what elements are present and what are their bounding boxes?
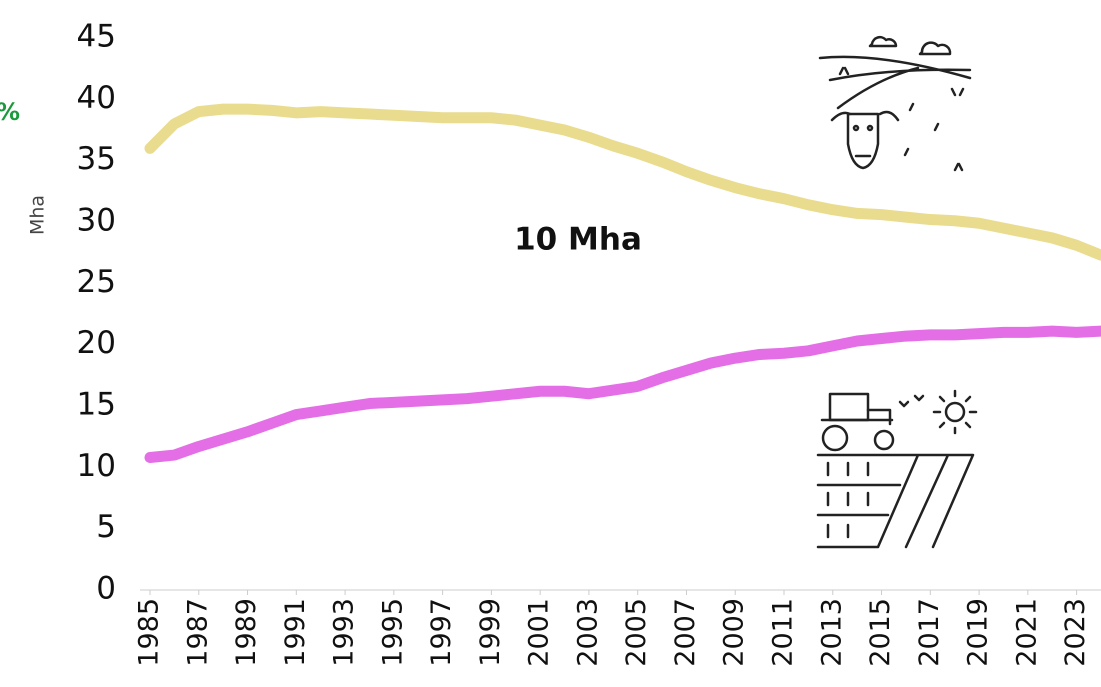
y-tick-label: 30 [77,203,116,239]
pasture-icon [818,35,972,172]
x-tick-label: 2007 [670,598,701,667]
x-tick-label: 2005 [621,598,652,667]
cropland-icon [816,389,978,549]
x-tick-label: 2017 [914,598,945,667]
y-tick-label: 10 [77,448,116,484]
x-tick-label: 2021 [1011,598,1042,667]
x-tick-label: 2013 [816,598,847,667]
annotation: 10 Mha [514,222,642,258]
x-tick-label: 1991 [280,598,311,667]
plot: 0 5 10 15 20 25 30 35 40 45 1985 1987 1989 1991 1993 19… [77,19,1101,667]
y-tick-label: 35 [77,141,116,177]
x-tick-label: 1985 [134,598,165,667]
x-tick-label: 1995 [377,598,408,667]
x-tick-label: 2011 [768,598,799,667]
x-tick-label: 1987 [182,598,213,667]
x-tick-label: 1997 [426,598,457,667]
x-tick-label: 2003 [572,598,603,667]
x-tick-label: 2019 [963,598,994,667]
y-tick-label: 20 [77,325,116,361]
y-axis-label: Mha [27,195,49,235]
y-tick-label: 15 [77,387,116,423]
x-tick-label: 2023 [1060,598,1091,667]
x-tick-label: 2001 [524,598,555,667]
annotation: % [0,98,20,126]
x-tick-label: 1993 [329,598,360,667]
y-tick-label: 5 [96,509,116,545]
y-tick-label: 0 [96,571,116,607]
line-series [144,103,1101,261]
x-tick-label: 1999 [475,598,506,667]
line-series [144,325,1101,464]
x-tick-label: 1989 [231,598,262,667]
y-tick-label: 45 [77,19,116,55]
x-tick-label: 2015 [865,598,896,667]
y-tick-label: 40 [77,80,116,116]
x-tick-label: 2009 [719,598,750,667]
y-tick-label: 25 [77,264,116,300]
